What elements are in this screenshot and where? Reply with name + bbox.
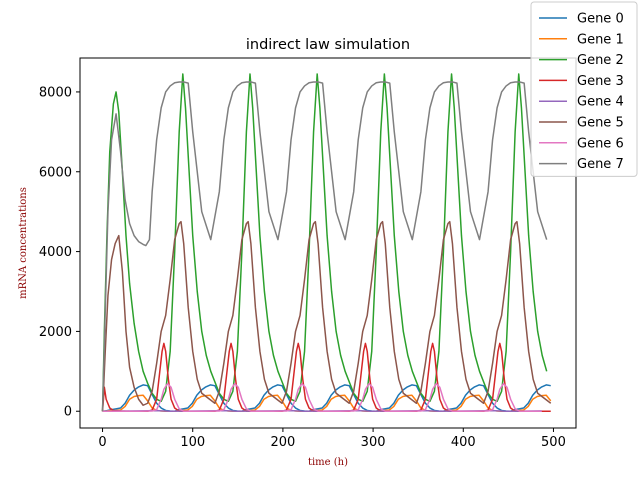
series-line-6	[102, 382, 542, 412]
x-axis: 0 100 200 300 400 500	[98, 428, 566, 450]
y-tick-label: 4000	[39, 245, 72, 260]
x-tick-label: 100	[180, 435, 205, 450]
series-line-5	[101, 220, 552, 412]
x-tick-label: 400	[451, 435, 476, 450]
legend-entry: Gene 4	[577, 95, 624, 110]
legend-entry: Gene 6	[577, 136, 624, 151]
plot-area: 0 100 200 300 400 500 0 2000 4000 6000 8000	[39, 57, 577, 450]
y-tick-label: 8000	[39, 85, 72, 100]
legend: Gene 0 Gene 1 Gene 2 Gene 3 Gene 4 Gene 5 Gene…	[530, 1, 638, 177]
y-axis-label: mRNA concentrations	[18, 187, 29, 299]
chart-title: indirect law simulation	[246, 37, 410, 53]
y-axis: 0 2000 4000 6000 8000	[39, 85, 80, 420]
x-tick-label: 200	[270, 435, 295, 450]
x-tick-label: 0	[98, 435, 106, 450]
series-lines	[101, 73, 552, 412]
y-tick-label: 2000	[39, 325, 72, 340]
y-tick-label: 6000	[39, 165, 72, 180]
x-tick-label: 500	[541, 435, 566, 450]
legend-entry: Gene 3	[577, 74, 624, 89]
legend-entry: Gene 2	[577, 53, 624, 68]
legend-box	[530, 1, 638, 177]
legend-entry: Gene 5	[577, 116, 624, 131]
legend-entry: Gene 1	[577, 32, 624, 47]
legend-entry: Gene 7	[577, 157, 624, 172]
plot-frame	[79, 57, 577, 429]
legend-entry: Gene 0	[577, 12, 624, 27]
series-line-7	[101, 81, 548, 412]
y-tick-label: 0	[64, 405, 72, 420]
x-tick-label: 300	[361, 435, 386, 450]
x-axis-label: time (h)	[308, 457, 348, 468]
